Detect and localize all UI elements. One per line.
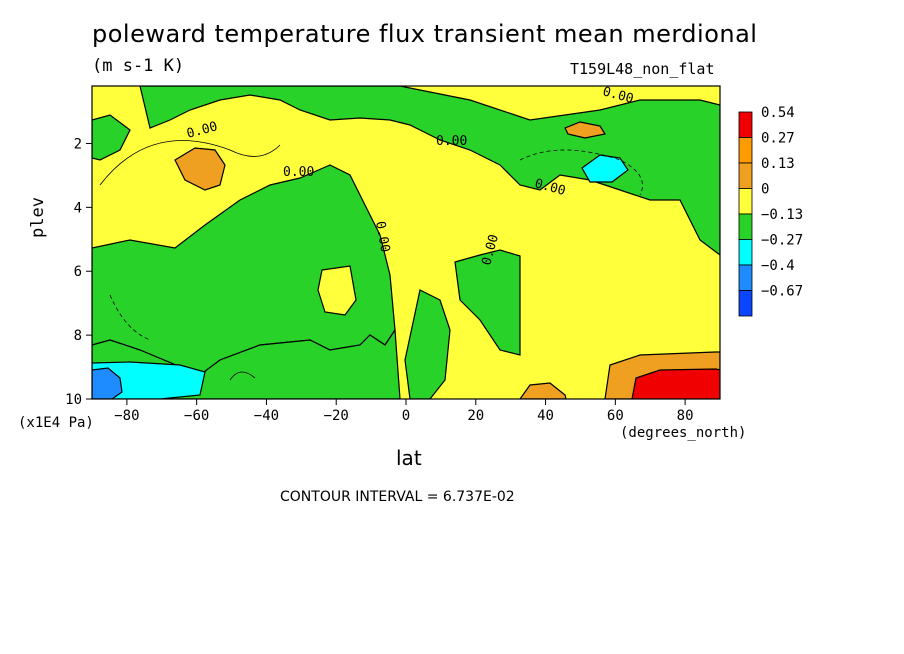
legend-label: −0.67	[761, 284, 803, 300]
field-positive-mid	[174, 147, 226, 191]
legend-swatch	[738, 111, 753, 138]
y-axis-label: plev	[28, 197, 48, 238]
y-tick-label: 8	[74, 328, 82, 344]
y-tick-label: 4	[74, 200, 82, 216]
field-negative-low	[454, 249, 521, 356]
field-positive-mid	[519, 382, 567, 399]
dataset-label: T159L48_non_flat	[570, 60, 715, 78]
legend-label: 0	[761, 182, 769, 198]
field-negative-low	[404, 289, 451, 399]
x-tick-label: 0	[402, 408, 410, 424]
legend-label: −0.4	[761, 258, 795, 274]
x-tick-label: −60	[184, 408, 209, 424]
y-tick-label: 10	[65, 392, 82, 408]
legend-label: 0.54	[761, 105, 795, 121]
legend-label: 0.13	[761, 156, 795, 172]
field-negative-mid	[581, 154, 629, 183]
legend-swatch	[738, 188, 753, 215]
field-positive-high	[631, 368, 720, 399]
legend-swatch	[738, 290, 753, 317]
x-axis-label: lat	[396, 446, 422, 470]
field-negative-strong	[92, 367, 123, 399]
legend-swatch	[738, 213, 753, 240]
contour-label: 0.00	[372, 220, 392, 253]
contour-interval: CONTOUR INTERVAL = 6.737E-02	[280, 489, 515, 505]
y-axis: 2 4 6 8 10	[65, 136, 92, 408]
chart-title: poleward temperature flux transient mean…	[92, 20, 758, 48]
legend-label: −0.27	[761, 233, 803, 249]
y-tick-label: 2	[74, 136, 82, 152]
x-tick-label: 80	[677, 408, 694, 424]
x-axis-unit: (degrees_north)	[620, 425, 747, 441]
x-tick-label: 40	[537, 408, 554, 424]
legend-swatch	[738, 264, 753, 291]
x-tick-label: −20	[324, 408, 349, 424]
field-positive-low	[317, 265, 357, 316]
x-tick-label: −80	[114, 408, 139, 424]
field-positive-mid	[564, 121, 606, 139]
y-tick-label: 6	[74, 264, 82, 280]
x-axis: −80 −60 −40 −20 0 20 40 60 80	[114, 399, 694, 424]
legend-label: −0.13	[761, 207, 803, 223]
color-legend: 0.54 0.27 0.13 0 −0.13 −0.27 −0.4 −0.67	[738, 105, 803, 317]
field-negative-low	[92, 114, 131, 161]
x-tick-label: 60	[607, 408, 624, 424]
legend-swatch	[738, 239, 753, 266]
legend-swatch	[738, 137, 753, 164]
x-tick-label: −40	[254, 408, 279, 424]
legend-label: 0.27	[761, 131, 795, 147]
chart-units: (m s-1 K)	[92, 56, 185, 76]
contour-field	[92, 86, 720, 399]
contour-label: 0.00	[436, 134, 467, 149]
legend-swatch	[738, 162, 753, 189]
contour-label: 0.00	[283, 165, 314, 180]
x-tick-label: 20	[467, 408, 484, 424]
y-axis-unit: (x1E4 Pa)	[18, 415, 94, 431]
